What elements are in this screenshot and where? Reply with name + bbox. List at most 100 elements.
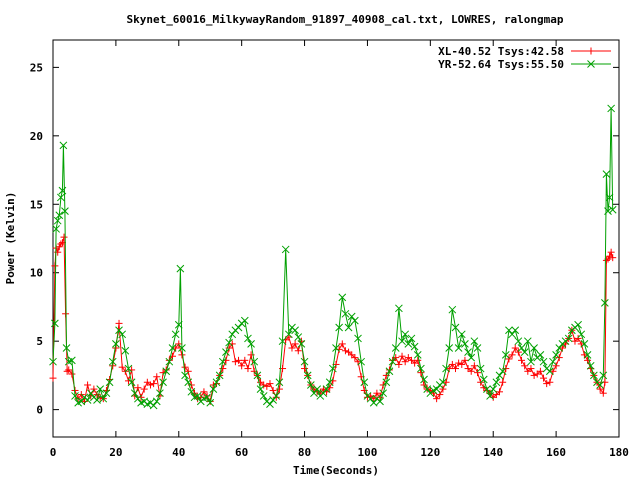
data-point [373,389,381,397]
y-tick-label: 5 [36,335,43,348]
axes: 0 20 40 60 80 100 120 140 160 180 0 5 10 15 20 25 [30,40,629,459]
data-point [58,239,66,247]
data-point [596,385,604,393]
data-point [479,375,488,384]
data-point [523,337,532,346]
data-point [341,347,349,355]
data-point [275,378,284,387]
data-point [391,344,400,352]
data-point [407,334,416,343]
data-point [57,193,65,202]
data-point [275,385,283,393]
data-point [127,378,136,387]
data-point [162,367,171,376]
data-point [57,240,65,248]
data-point [451,323,460,332]
x-tick-label: 0 [50,446,57,459]
data-point [118,330,127,339]
data-point [514,348,522,356]
data-point [580,340,589,348]
data-point [244,334,252,343]
data-point [235,356,243,364]
data-point [325,378,334,387]
data-point [269,396,277,404]
data-point [417,364,425,373]
data-point [442,378,450,386]
data-point [284,330,293,339]
data-point [90,385,98,393]
data-point [112,340,120,348]
data-point [105,378,114,387]
data-point [546,378,554,386]
data-point [51,262,59,270]
data-point [357,357,366,366]
data-point [420,375,428,384]
data-point [599,389,607,397]
data-point [589,371,598,380]
data-point [58,186,67,195]
data-point [49,357,57,366]
data-point [451,365,459,373]
data-point [420,381,428,389]
data-point [604,207,612,215]
data-point [455,359,463,367]
data-point [574,334,582,342]
data-point [52,225,60,233]
data-point [146,381,154,389]
data-point [61,207,69,215]
y-tick-label: 0 [36,404,43,417]
data-point [552,351,560,359]
data-point [178,351,186,359]
data-point [518,356,526,364]
chart-title: Skynet_60016_MilkywayRandom_91897_40908_… [126,13,563,26]
data-point [527,357,535,366]
data-point [234,323,243,332]
data-point [514,337,523,346]
data-point [587,60,595,68]
data-point [606,252,614,260]
series-line [52,108,614,407]
data-point [580,351,588,359]
data-point [599,371,608,380]
data-point [266,400,274,408]
data-point [489,385,498,393]
data-point [294,347,302,355]
data-point [401,330,410,339]
data-point [496,388,504,396]
data-point [71,392,79,400]
data-point [587,47,595,55]
data-point [60,233,68,241]
data-point [536,367,544,375]
data-point [115,319,123,327]
data-point [332,344,340,352]
data-point [300,357,309,366]
y-tick-label: 25 [30,61,43,74]
data-point [395,304,403,313]
data-point [240,316,249,325]
data-point [398,352,406,360]
data-point [499,378,507,386]
data-point [439,378,447,387]
data-point [366,394,375,403]
data-point [543,380,551,388]
data-point [395,360,403,368]
data-point [347,312,356,321]
series-yr [49,104,617,410]
data-point [219,365,227,373]
data-point [442,364,450,373]
data-point [84,381,92,389]
data-point [51,319,59,328]
data-point [458,360,466,368]
data-point [250,357,259,366]
data-point [96,385,105,393]
data-point [68,356,76,365]
data-point [461,356,469,364]
data-point [247,340,255,348]
data-point [93,396,101,404]
data-point [607,248,615,256]
data-point [55,211,64,220]
data-point [607,104,615,113]
data-point [602,170,611,179]
data-point [184,378,193,387]
